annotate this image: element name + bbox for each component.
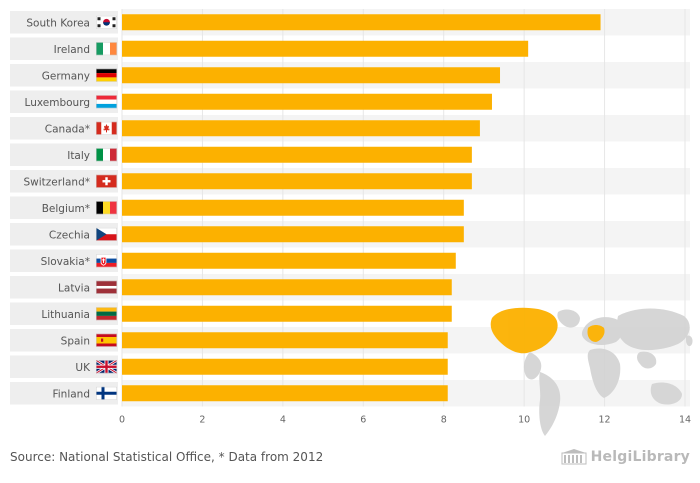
ireland-flag-icon	[96, 42, 117, 56]
category-label-panel	[10, 196, 118, 219]
x-tick-label: 6	[360, 415, 366, 426]
latvia-flag-icon	[96, 280, 117, 294]
x-tick-label: 0	[119, 415, 125, 426]
category-label: Lithuania	[41, 309, 90, 321]
category-label-panel	[10, 329, 118, 352]
slovakia-flag-icon	[96, 254, 117, 268]
lithuania-flag-icon	[96, 307, 117, 321]
bar	[122, 332, 448, 349]
x-tick-label: 10	[518, 415, 530, 426]
finland-flag-icon	[96, 386, 117, 400]
category-label-panel	[10, 117, 118, 140]
category-label: UK	[75, 362, 91, 374]
bar	[122, 199, 464, 216]
spain-flag-icon	[96, 333, 117, 347]
category-label-panel	[10, 302, 118, 325]
category-label: Slovakia*	[41, 256, 90, 268]
germany-flag-icon	[96, 68, 117, 82]
uk-flag-icon	[96, 360, 117, 374]
world-map-icon	[490, 307, 693, 436]
bar	[122, 173, 472, 190]
category-label: Canada*	[45, 123, 90, 135]
x-tick-label: 8	[441, 415, 447, 426]
brand-name: HelgiLibrary	[590, 449, 690, 465]
category-label-panel	[10, 249, 118, 272]
category-label-panel	[10, 223, 118, 246]
x-tick-label: 14	[679, 415, 691, 426]
category-label: Germany	[42, 70, 90, 82]
italy-flag-icon	[96, 148, 117, 162]
bar	[122, 385, 448, 402]
library-building-icon	[561, 449, 587, 465]
bar	[122, 14, 601, 31]
x-tick-label: 12	[599, 415, 611, 426]
category-label: Spain	[61, 335, 90, 347]
bar	[122, 93, 492, 110]
category-label: Switzerland*	[24, 176, 91, 188]
belgium-flag-icon	[96, 201, 117, 215]
brand-logo: HelgiLibrary	[561, 449, 690, 465]
czechia-flag-icon	[96, 227, 117, 241]
bar	[122, 279, 452, 296]
x-tick-label: 4	[280, 415, 286, 426]
bar	[122, 226, 464, 243]
category-label-panel	[10, 143, 118, 166]
category-label: South Korea	[26, 17, 90, 29]
bars	[122, 14, 601, 402]
bar	[122, 305, 452, 322]
south-korea-flag-icon	[96, 15, 117, 29]
category-label-panel	[10, 11, 118, 34]
category-label: Latvia	[58, 282, 90, 294]
category-label-panels	[10, 11, 118, 405]
category-labels: South Korea Ireland Germany Luxembourg Canad…	[24, 17, 92, 400]
luxembourg-flag-icon	[96, 95, 117, 109]
country-flags	[96, 15, 117, 400]
category-label: Finland	[52, 388, 90, 400]
source-note: Source: National Statistical Office, * D…	[10, 450, 324, 464]
category-label-panel	[10, 382, 118, 405]
category-label: Czechia	[49, 229, 90, 241]
category-label: Ireland	[54, 44, 90, 56]
category-label: Luxembourg	[25, 97, 90, 109]
bar	[122, 40, 529, 57]
category-label: Italy	[67, 150, 90, 162]
canada-flag-icon	[96, 121, 117, 135]
bar	[122, 358, 448, 375]
x-axis-ticks: 0 2 4 6 8 10 12 14	[119, 415, 691, 426]
category-label-panel	[10, 355, 118, 378]
category-label-panel	[10, 64, 118, 87]
switzerland-flag-icon	[96, 174, 117, 188]
category-label-panel	[10, 37, 118, 60]
x-tick-label: 2	[199, 415, 205, 426]
bar	[122, 67, 501, 84]
category-label: Belgium*	[42, 203, 90, 215]
bar	[122, 146, 472, 163]
bar	[122, 252, 456, 269]
category-label-panel	[10, 90, 118, 113]
bar-chart: South Korea Ireland Germany Luxembourg Canad…	[10, 9, 693, 436]
bar	[122, 120, 480, 137]
category-label-panel	[10, 170, 118, 193]
category-label-panel	[10, 276, 118, 299]
